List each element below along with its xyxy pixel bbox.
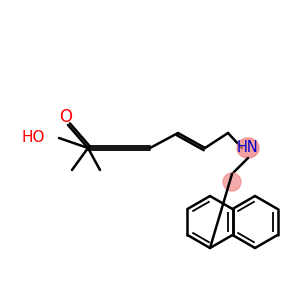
Text: HO: HO bbox=[22, 130, 45, 146]
Ellipse shape bbox=[223, 173, 241, 191]
Ellipse shape bbox=[237, 138, 259, 158]
Text: HN: HN bbox=[237, 140, 259, 155]
Text: O: O bbox=[59, 108, 73, 126]
